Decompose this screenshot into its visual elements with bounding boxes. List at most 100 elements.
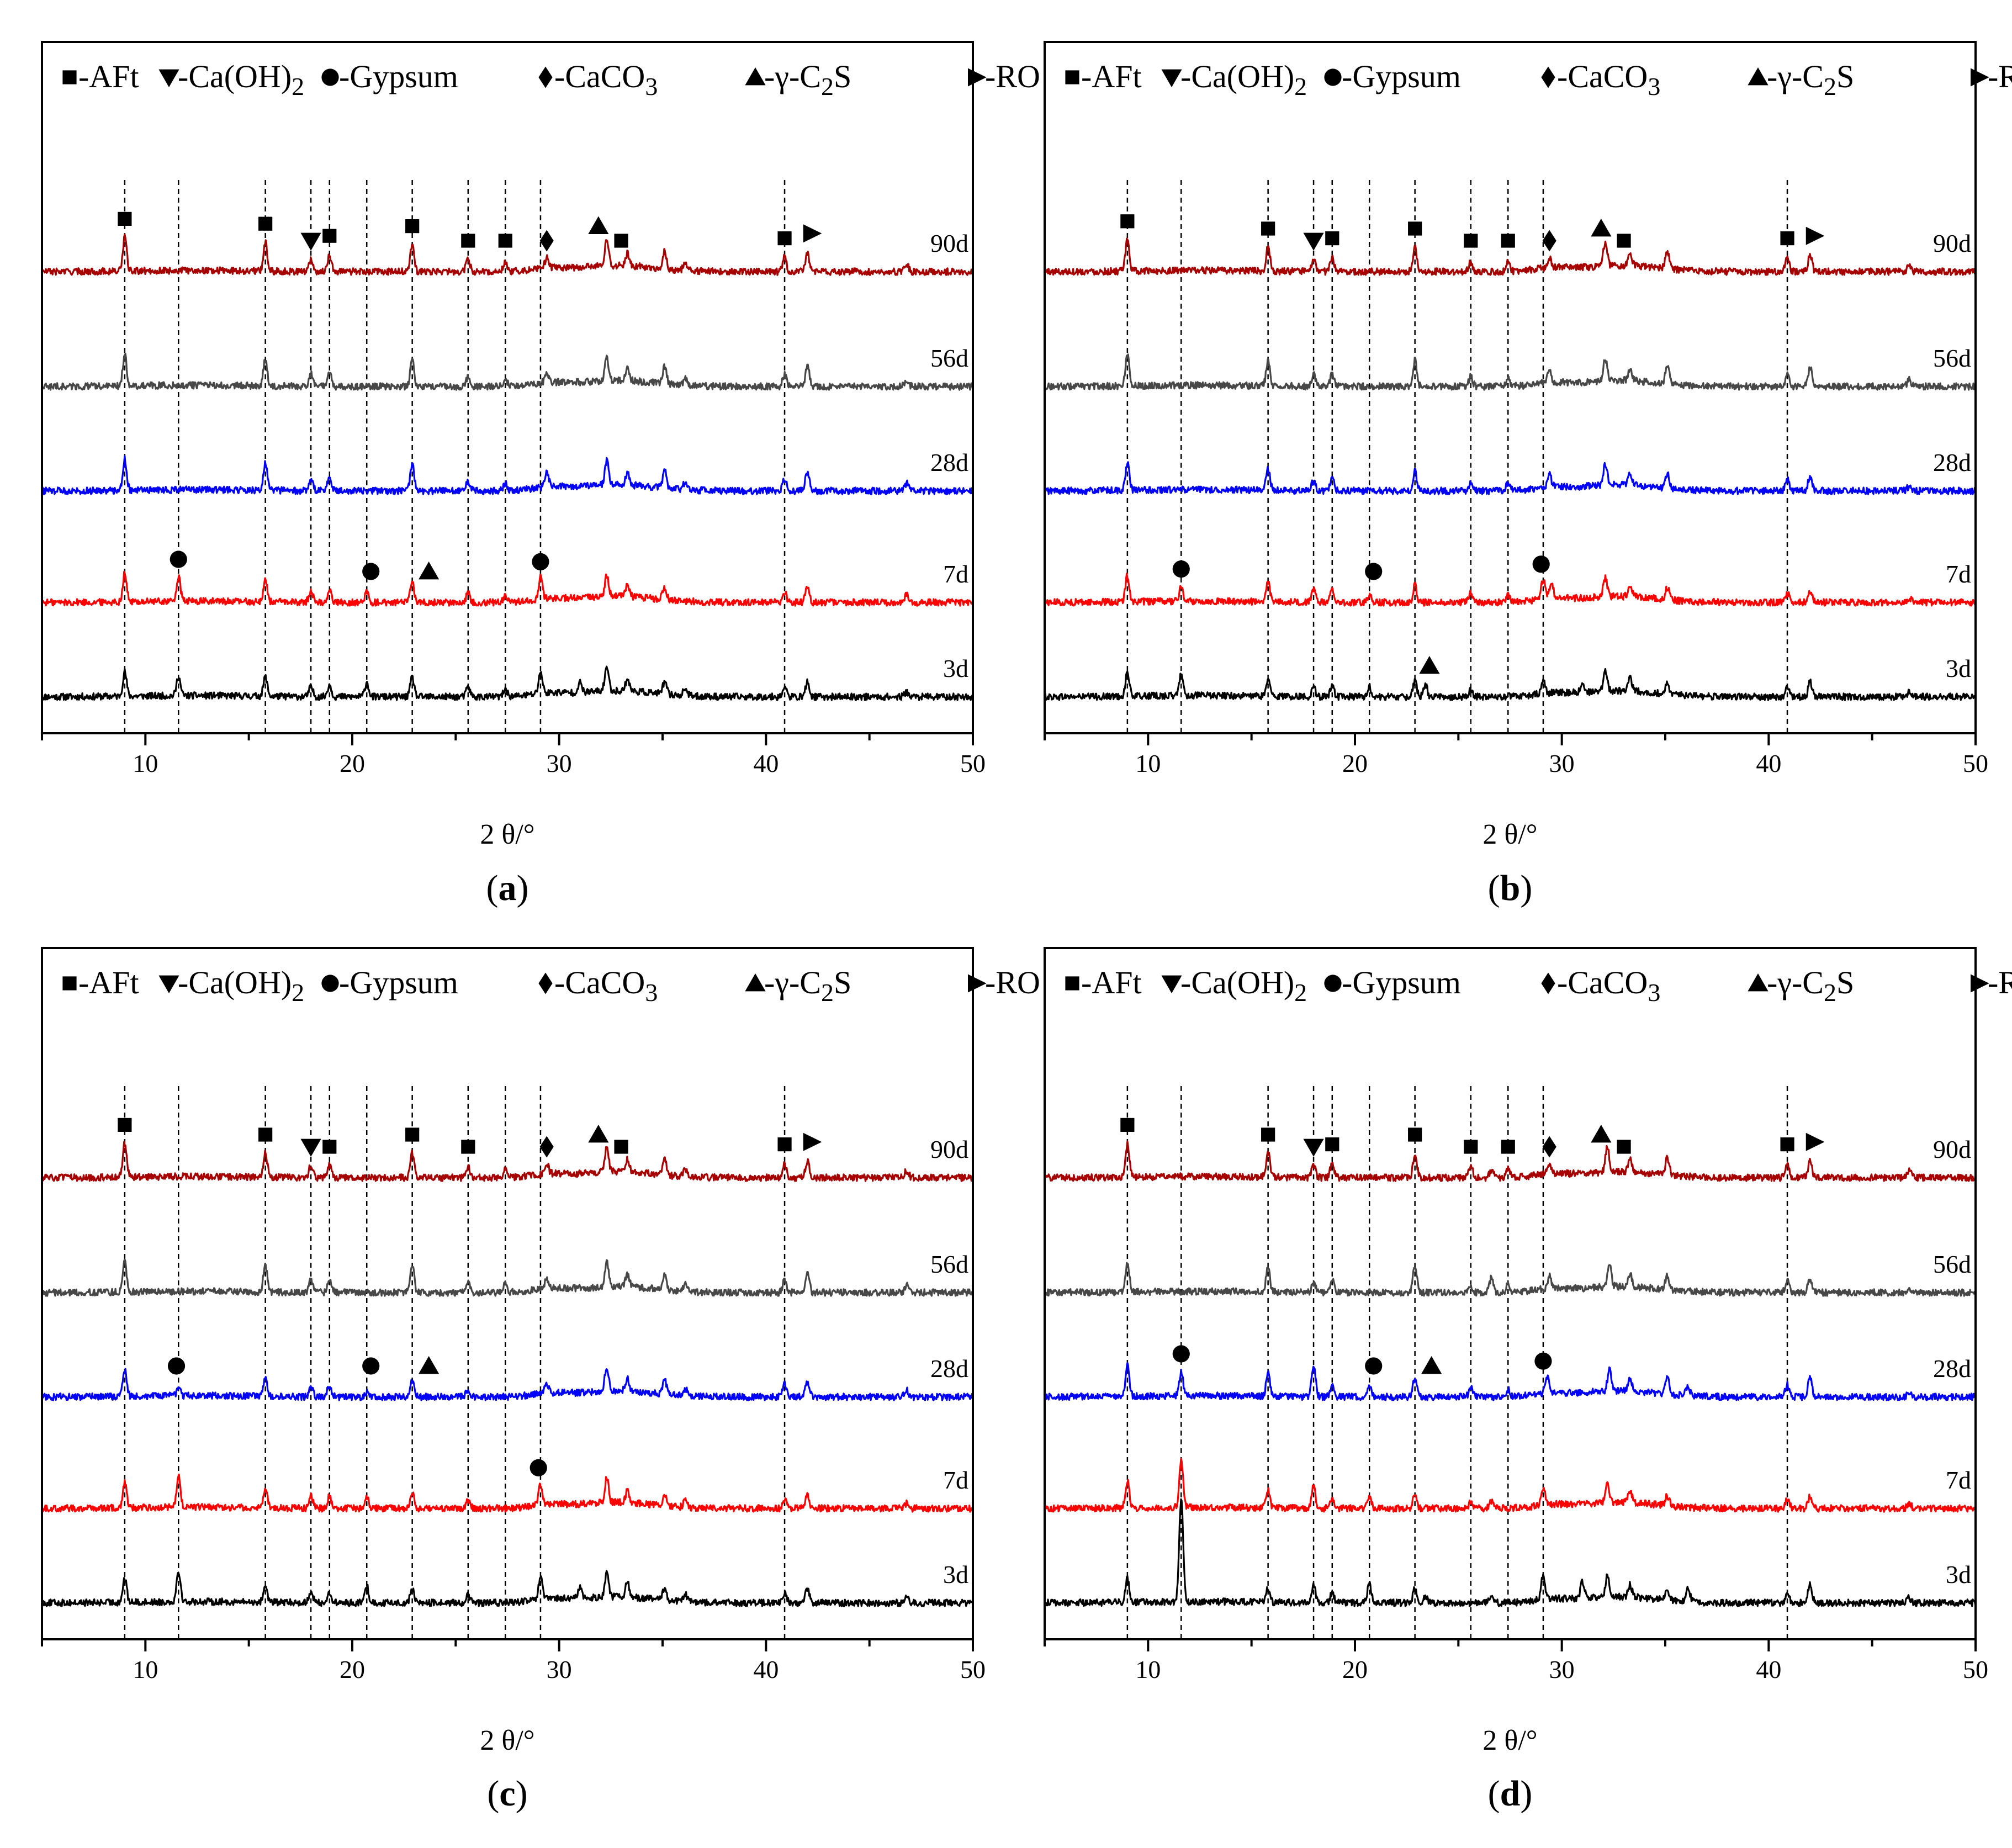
legend-label: -CaCO3 <box>554 59 658 100</box>
x-tick-label: 50 <box>960 749 986 777</box>
legend-label-main: -RO <box>985 965 1040 1000</box>
series-line-7d <box>41 1473 974 1513</box>
square-legend-icon <box>1065 976 1079 991</box>
series-line-90d <box>41 1141 974 1182</box>
square-marker <box>1464 1140 1478 1154</box>
series-line-3d <box>1044 1498 1977 1607</box>
square-marker <box>614 234 628 248</box>
series-line-56d <box>1044 1262 1977 1297</box>
square-marker <box>1501 1140 1515 1154</box>
series-line-3d <box>41 665 974 701</box>
x-tick-label: 20 <box>340 749 365 777</box>
legend-label: -AFt <box>1081 965 1142 1000</box>
panel-letter: (d) <box>1488 1773 1533 1814</box>
square-marker <box>1261 1127 1275 1142</box>
series-label-90d: 90d <box>1933 229 1971 257</box>
x-axis-label: 2 θ/° <box>480 819 534 850</box>
square-marker <box>1780 231 1794 246</box>
series-line-3d <box>1044 668 1976 701</box>
legend-label-tail: S <box>834 965 851 1000</box>
x-tick-label: 40 <box>753 1655 779 1683</box>
legend-label-main: -CaCO <box>554 965 645 1000</box>
triangle-right-legend-icon <box>968 68 987 87</box>
x-tick-label: 20 <box>1342 1655 1368 1683</box>
square-marker <box>258 1127 273 1142</box>
triangle-down-marker <box>300 1139 321 1157</box>
circle-legend-icon <box>321 975 339 992</box>
legend-label: -Ca(OH)2 <box>178 965 304 1007</box>
x-tick-label: 40 <box>1756 1655 1781 1683</box>
series-line-7d <box>1044 1458 1977 1513</box>
triangle-down-marker <box>1303 1139 1324 1157</box>
x-tick-label: 50 <box>1963 749 1988 777</box>
legend-label: -CaCO3 <box>1557 965 1660 1007</box>
series-label-90d: 90d <box>930 1135 968 1163</box>
legend-label-main: -RO <box>1988 965 2012 1000</box>
triangle-down-marker <box>300 232 321 251</box>
triangle-right-legend-icon <box>1971 974 1989 993</box>
series-label-7d: 7d <box>943 1466 968 1494</box>
series-label-3d: 3d <box>943 654 968 682</box>
legend-label-tail: S <box>1836 965 1854 1000</box>
legend-label-tail: S <box>834 59 851 94</box>
triangle-up-legend-icon <box>745 973 766 992</box>
square-marker <box>1120 1118 1135 1132</box>
legend-label-main: -Ca(OH) <box>1180 965 1294 1000</box>
legend: -AFt-Ca(OH)2-Gypsum-CaCO3-γ-C2S-RO <box>1065 59 2012 100</box>
legend-label-main: -Gypsum <box>1342 59 1461 94</box>
triangle-up-marker <box>1591 1125 1612 1143</box>
square-marker <box>1617 1140 1631 1154</box>
legend-label-main: -Gypsum <box>339 965 458 1000</box>
circle-marker <box>1172 560 1190 578</box>
legend-label: -γ-C2S <box>1767 965 1854 1007</box>
triangle-right-marker <box>1805 226 1825 245</box>
diamond-legend-icon <box>538 66 553 88</box>
legend-label: -RO <box>985 59 1040 94</box>
legend-label-main: -Gypsum <box>339 59 458 94</box>
legend-label-sub: 2 <box>1294 72 1307 100</box>
legend-label-sub: 3 <box>1648 978 1660 1007</box>
series-label-28d: 28d <box>1933 448 1971 476</box>
square-marker <box>1464 234 1478 248</box>
series-label-90d: 90d <box>1933 1135 1971 1163</box>
legend-label: -CaCO3 <box>1557 59 1660 100</box>
x-tick-label: 20 <box>340 1655 365 1683</box>
square-legend-icon <box>62 70 77 84</box>
legend-label-sub: 3 <box>645 978 658 1007</box>
series-line-3d <box>41 1570 974 1607</box>
series-label-3d: 3d <box>1946 654 1971 682</box>
panel-a: 3d 7d 28d 56d 90d 10 20 30 40 50 2 θ/° (a) -AFt -Ca(O… <box>41 41 1040 908</box>
circle-marker <box>1534 1352 1552 1370</box>
legend-label: -γ-C2S <box>764 59 851 100</box>
circle-marker <box>532 553 549 570</box>
panel-letter-open: ( <box>487 1773 499 1814</box>
series-line-28d <box>1044 461 1977 495</box>
x-tick-label: 40 <box>1756 749 1781 777</box>
legend-label: -Gypsum <box>1342 965 1461 1000</box>
series-label-3d: 3d <box>1946 1560 1971 1588</box>
square-marker <box>405 219 420 234</box>
diamond-legend-icon <box>538 972 553 994</box>
circle-legend-icon <box>1324 975 1342 992</box>
circle-marker <box>362 563 380 580</box>
triangle-up-legend-icon <box>1748 973 1769 992</box>
x-axis-label: 2 θ/° <box>1482 819 1537 850</box>
series-label-56d: 56d <box>1933 344 1971 372</box>
triangle-down-legend-icon <box>158 975 179 993</box>
circle-marker <box>1365 563 1383 580</box>
plot-frame <box>1044 947 1977 1640</box>
legend-label-main: -AFt <box>1081 59 1142 94</box>
legend-label-sub: 2 <box>292 978 304 1007</box>
series-line-90d <box>1044 237 1976 276</box>
legend-label-main: -AFt <box>78 965 139 1000</box>
legend-label-main: -Gypsum <box>1342 965 1461 1000</box>
legend-label: -AFt <box>78 965 139 1000</box>
square-marker <box>1408 221 1422 236</box>
legend-label: -Ca(OH)2 <box>1180 59 1307 100</box>
legend-label-main: -RO <box>1988 59 2012 94</box>
circle-legend-icon <box>321 68 339 86</box>
series-label-28d: 28d <box>930 1354 968 1383</box>
legend-label-main: -RO <box>985 59 1040 94</box>
triangle-up-marker <box>1421 1356 1442 1374</box>
